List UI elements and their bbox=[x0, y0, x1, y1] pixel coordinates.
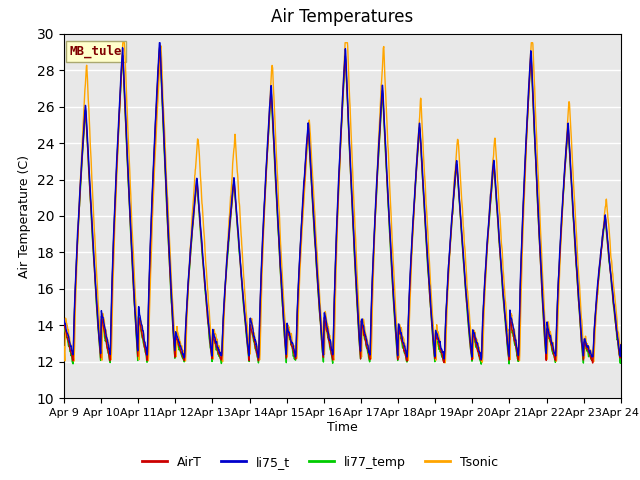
Legend: AirT, li75_t, li77_temp, Tsonic: AirT, li75_t, li77_temp, Tsonic bbox=[138, 451, 502, 474]
Y-axis label: Air Temperature (C): Air Temperature (C) bbox=[18, 155, 31, 277]
Text: MB_tule: MB_tule bbox=[70, 45, 122, 58]
Title: Air Temperatures: Air Temperatures bbox=[271, 9, 413, 26]
X-axis label: Time: Time bbox=[327, 421, 358, 434]
